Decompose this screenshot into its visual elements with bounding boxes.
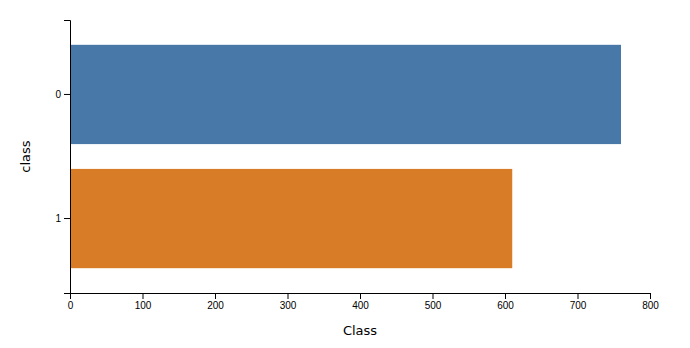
tick-label: 400 [352, 300, 369, 311]
tick: 300 [280, 293, 297, 311]
tick: 200 [207, 293, 224, 311]
tick-label: 600 [497, 300, 514, 311]
chart: 010020030040050060070080001Classclass [0, 0, 690, 348]
tick-label: 800 [642, 300, 659, 311]
tick: 100 [135, 293, 152, 311]
tick-mark [650, 293, 651, 299]
tick-mark [360, 293, 361, 299]
tick-mark [433, 293, 434, 299]
tick: 500 [425, 293, 442, 311]
tick-mark [143, 293, 144, 299]
y-axis-title: class [18, 140, 33, 172]
tick-mark [578, 293, 579, 299]
tick: 1 [55, 213, 70, 224]
tick-mark [64, 94, 70, 95]
tick-mark [64, 218, 70, 219]
x-axis-title: Class [343, 323, 377, 338]
bar [70, 45, 621, 144]
tick: 600 [497, 293, 514, 311]
tick: 0 [68, 293, 74, 311]
y-axis: 01 [55, 21, 70, 294]
plot: 010020030040050060070080001Classclass [18, 21, 659, 339]
tick: 0 [55, 89, 70, 100]
tick-mark [288, 293, 289, 299]
tick: 700 [570, 293, 587, 311]
axis-line [64, 21, 71, 294]
tick-label: 200 [207, 300, 224, 311]
tick-label: 0 [68, 300, 74, 311]
tick-label: 1 [55, 213, 61, 224]
tick-label: 300 [280, 300, 297, 311]
bar [70, 169, 512, 268]
tick-label: 500 [425, 300, 442, 311]
bars [70, 45, 621, 268]
axis-line [71, 294, 651, 300]
tick-mark [505, 293, 506, 299]
tick-label: 700 [570, 300, 587, 311]
tick: 400 [352, 293, 369, 311]
tick-label: 100 [135, 300, 152, 311]
tick-label: 0 [55, 89, 61, 100]
tick-mark [215, 293, 216, 299]
tick: 800 [642, 293, 659, 311]
x-axis: 0 100 200 300 400 500 600 700 800 [68, 293, 660, 311]
